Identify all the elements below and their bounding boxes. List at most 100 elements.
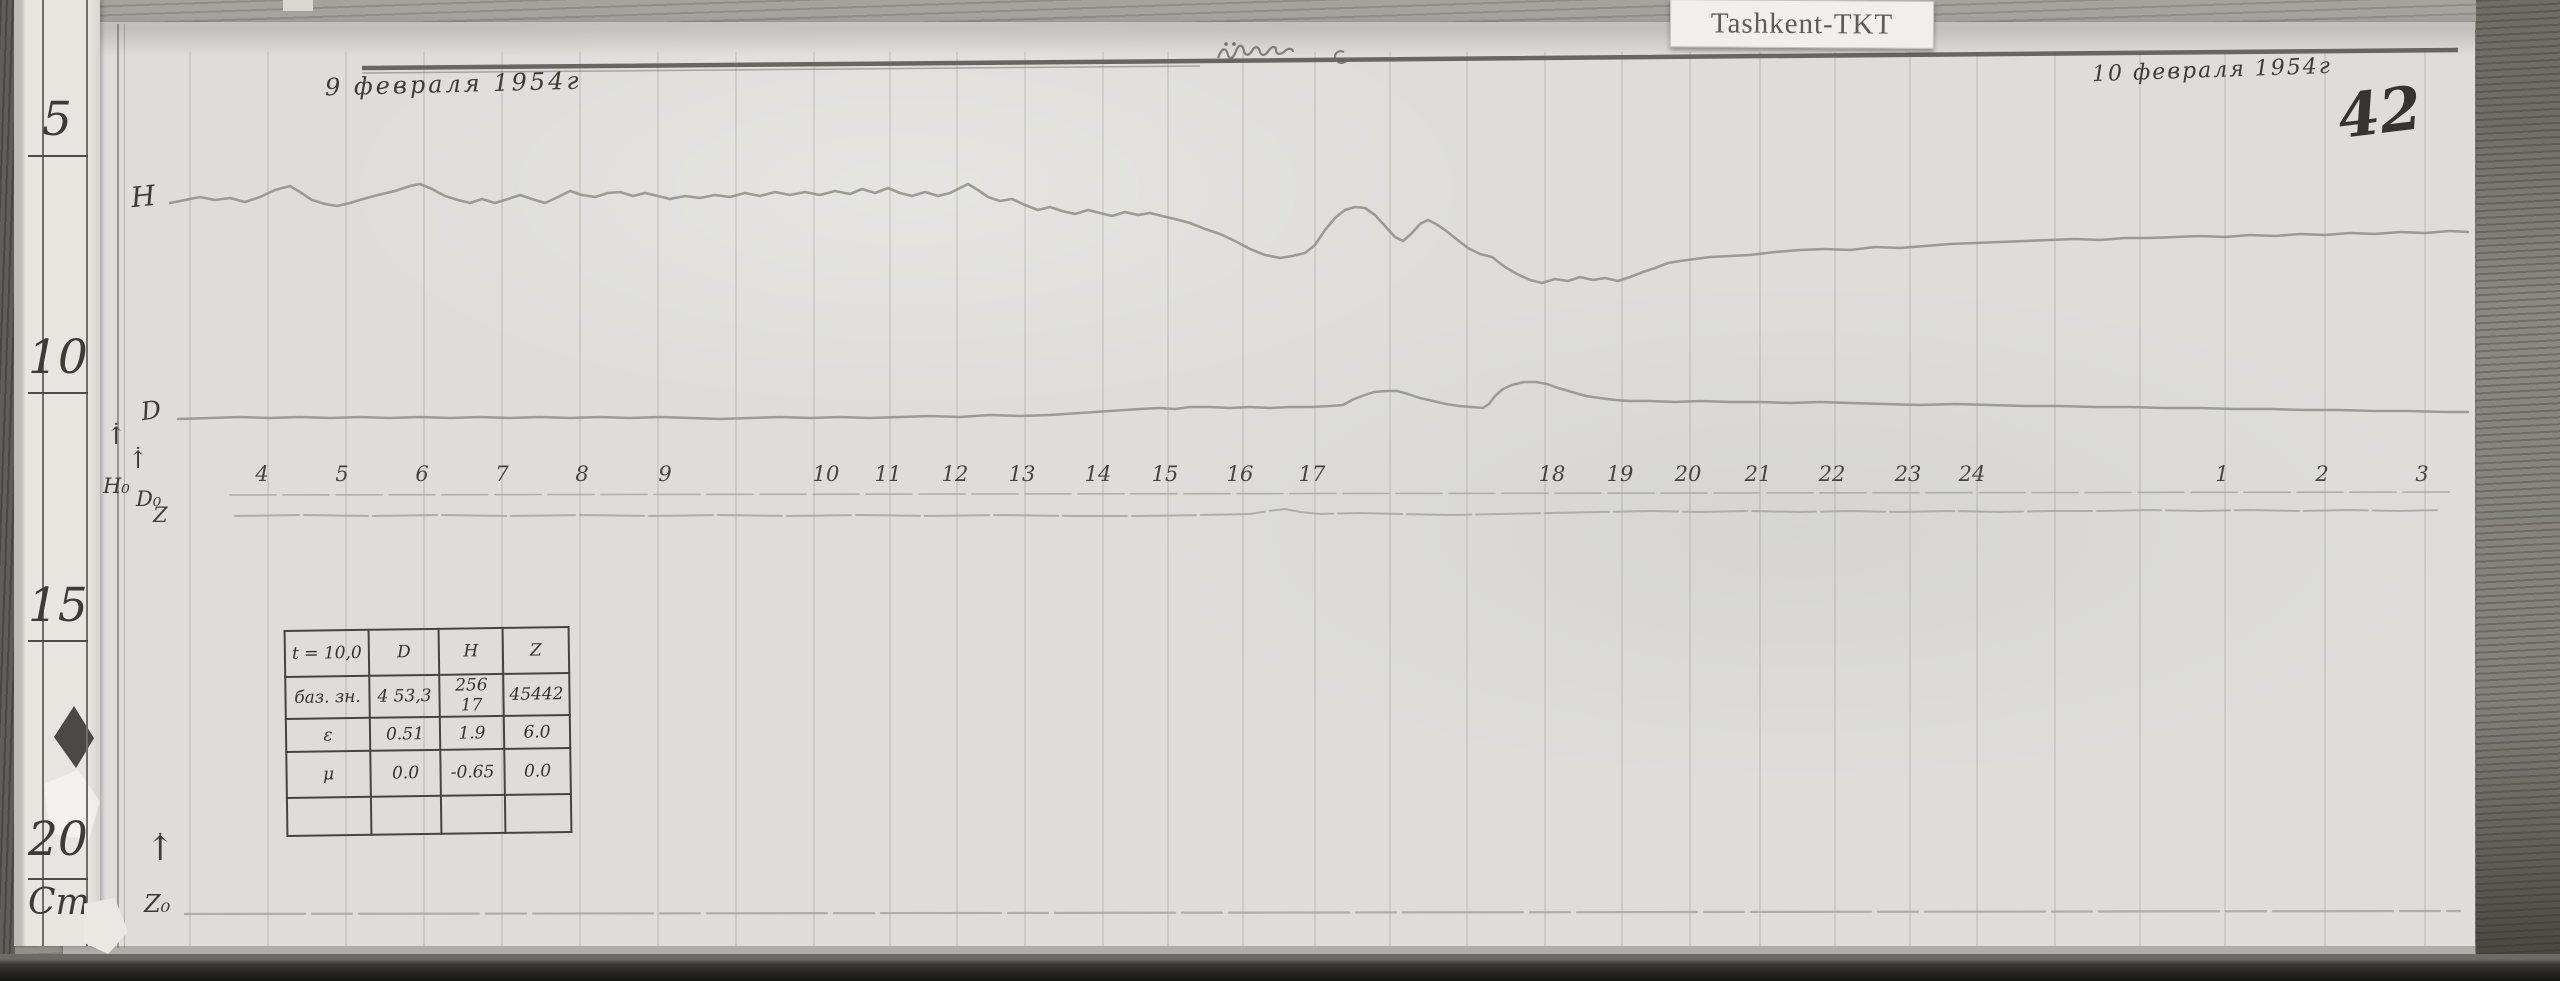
scribble-dot <box>1232 42 1236 46</box>
table-cell: ε <box>285 717 371 752</box>
arrow-dot-icon: · <box>157 824 164 845</box>
handwritten-scribble-tail <box>1333 50 1350 64</box>
trace-label-h0: H₀ <box>103 474 130 498</box>
trace-Z <box>234 508 2441 517</box>
table-cell: -0.65 <box>440 748 505 796</box>
trace-label-d: D <box>139 394 163 427</box>
ruler-section-line <box>28 155 88 157</box>
table-cell: 6.0 <box>503 715 571 749</box>
hour-gridlines <box>189 52 2426 946</box>
table-cell: 45442 <box>503 673 570 716</box>
ruler-tick-5: 5 <box>42 92 72 147</box>
hour-label-20: 20 <box>1674 462 1702 486</box>
hour-label-10: 10 <box>812 462 840 486</box>
table-cell: баз. зн. <box>285 675 370 719</box>
handwritten-scribble <box>1216 44 1295 60</box>
table-cell: 1.9 <box>439 715 505 750</box>
wood-left-edge <box>0 0 15 981</box>
hour-label-9: 9 <box>658 462 672 486</box>
up-arrow-icon: · ↑ <box>146 824 175 869</box>
up-arrow-icon: · ↑ <box>128 438 149 474</box>
paper-left-margin-line <box>117 24 119 948</box>
ruler-inner-line-right <box>86 0 88 946</box>
hour-label-2: 2 <box>2315 462 2329 486</box>
ruler-section-line <box>28 392 88 394</box>
top-rule-echo <box>361 65 1201 74</box>
paper-chip <box>283 0 313 11</box>
trace-H0-baseline <box>229 491 2456 496</box>
hour-label-23: 23 <box>1894 462 1922 486</box>
arrow-dot-icon: · <box>135 438 141 459</box>
trace-label-d0: D₀ <box>136 487 162 511</box>
station-label-text: Tashkent-TKT <box>1710 6 1894 41</box>
table-row: баз. зн. 4 53,3 256 17 45442 <box>285 673 570 719</box>
hour-label-4: 4 <box>255 462 269 486</box>
arrow-dot-icon: · <box>113 414 119 435</box>
ruler-tick-15: 15 <box>28 578 88 633</box>
hour-label-14: 14 <box>1084 462 1112 486</box>
table-cell: 256 17 <box>439 673 504 717</box>
station-label: Tashkent-TKT <box>1669 0 1935 49</box>
table-cell: 0.0 <box>370 749 441 797</box>
hour-label-22: 22 <box>1818 462 1846 486</box>
table-cell: D <box>368 628 440 676</box>
table-cell: 0.51 <box>369 716 441 751</box>
hour-label-1: 1 <box>2215 462 2229 486</box>
trace-label-z0: Z₀ <box>144 890 171 918</box>
wood-bottom-edge <box>0 954 2560 981</box>
scribble-dot <box>1224 42 1228 46</box>
ruler-unit-label: Cm <box>28 882 90 923</box>
trace-D <box>176 380 2470 421</box>
hour-label-8: 8 <box>575 462 589 486</box>
recorded-traces <box>168 182 2470 916</box>
hour-label-17: 17 <box>1298 462 1326 486</box>
table-header-row: t = 10,0 D H Z <box>284 627 570 677</box>
table-row <box>286 794 572 836</box>
hour-label-16: 16 <box>1226 462 1254 486</box>
hour-label-5: 5 <box>335 462 349 486</box>
up-arrow-icon: · ↑ <box>106 414 127 450</box>
chart-paper <box>63 22 2475 950</box>
table-cell: t = 10,0 <box>284 629 370 677</box>
hour-label-21: 21 <box>1744 462 1772 486</box>
sheet-number: 42 <box>2334 73 2426 153</box>
ruler-section-line <box>28 878 88 880</box>
ruler-inner-line-left <box>42 0 44 946</box>
table-row: μ 0.0 -0.65 0.0 <box>286 748 571 798</box>
trace-H <box>168 182 2470 285</box>
hour-label-18: 18 <box>1538 462 1566 486</box>
hour-label-7: 7 <box>495 462 509 486</box>
table-row: ε 0.51 1.9 6.0 <box>285 715 571 752</box>
hour-label-6: 6 <box>415 462 429 486</box>
table-cell: H <box>438 627 504 675</box>
table-cell <box>440 794 506 834</box>
hour-label-24: 24 <box>1958 462 1986 486</box>
ruler-tick-10: 10 <box>28 330 88 385</box>
hour-label-11: 11 <box>874 462 902 486</box>
hour-label-12: 12 <box>941 462 969 486</box>
top-rule-line <box>361 47 2459 71</box>
table-cell: Z <box>502 627 570 674</box>
cm-ruler-strip <box>14 0 100 946</box>
table-cell <box>286 796 372 836</box>
table-cell: 4 53,3 <box>369 674 440 718</box>
hour-label-19: 19 <box>1606 462 1634 486</box>
paper-bottom-edge <box>63 946 2475 955</box>
table-cell: μ <box>286 750 371 798</box>
trace-label-z: Z <box>153 503 168 527</box>
paper-left-margin-line-2 <box>124 24 125 948</box>
trace-Z0-baseline <box>183 909 2462 916</box>
table-cell: 0.0 <box>504 748 571 795</box>
hour-label-15: 15 <box>1151 462 1179 486</box>
wood-right-edge <box>2476 0 2560 981</box>
table-cell <box>504 794 572 833</box>
ruler-section-line <box>28 640 88 642</box>
hour-label-13: 13 <box>1008 462 1036 486</box>
hour-label-3: 3 <box>2415 462 2429 486</box>
ruler-tick-20: 20 <box>28 812 88 867</box>
trace-label-h: H <box>129 178 158 215</box>
table-cell <box>370 795 442 835</box>
